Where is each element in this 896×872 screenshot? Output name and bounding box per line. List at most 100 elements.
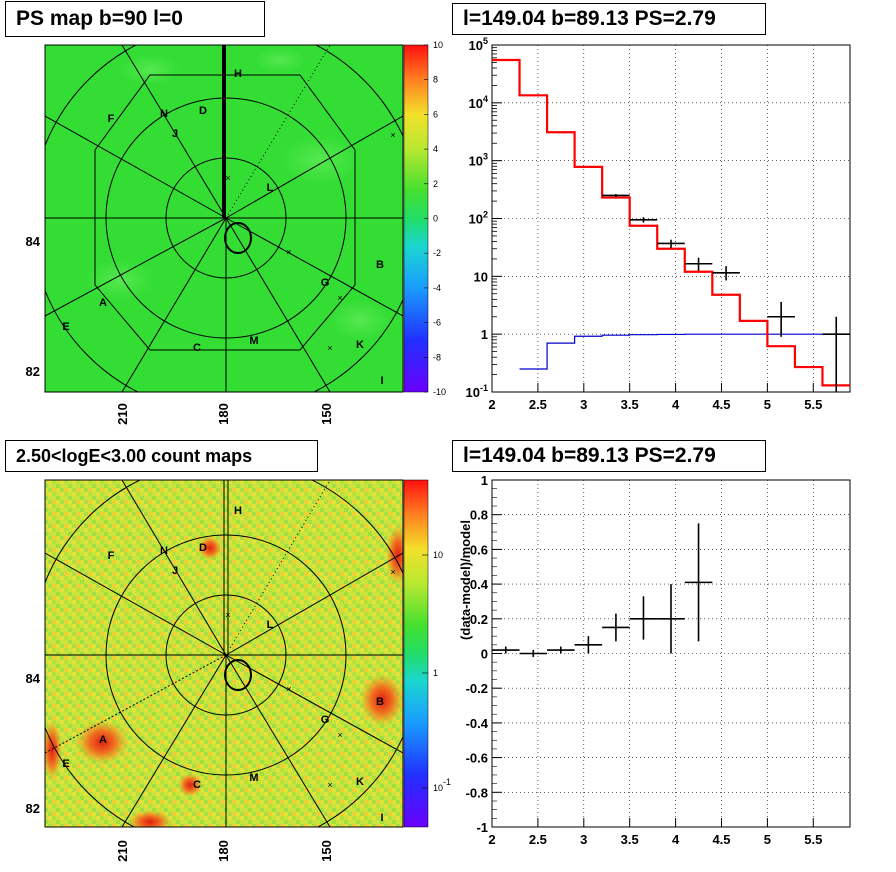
- source-label-c: C: [193, 342, 201, 354]
- source-label-j: J: [172, 128, 178, 140]
- y-tick-label: 84: [26, 234, 41, 249]
- data-point: [629, 217, 658, 223]
- y-tick-label: 103: [469, 152, 488, 169]
- count-map-texture: [45, 480, 403, 827]
- residuals-ticks: 2 2.5 3 3.5 4 4.5 5 5.5 1 0.8 0.6 0.4 0.2 0 -0.2 -0.4 -0…: [458, 473, 822, 847]
- x-tick-label: 5: [764, 832, 771, 847]
- y-tick-label: -0.6: [466, 751, 488, 766]
- colorbar-tick-label: 10-1: [433, 777, 451, 793]
- data-point: [767, 301, 795, 337]
- data-point: [684, 257, 713, 271]
- y-tick-label: 82: [26, 801, 40, 816]
- colorbar-tick-label: 2: [433, 179, 438, 189]
- source-label-i: I: [380, 812, 383, 824]
- x-tick-label: 150: [319, 840, 334, 862]
- x-tick-label: 2.5: [529, 832, 547, 847]
- residuals-series: [492, 523, 713, 657]
- y-tick-label: 84: [26, 671, 41, 686]
- x-tick-label: 4.5: [712, 397, 730, 412]
- x-tick-label: 210: [115, 840, 130, 862]
- source-label-m: M: [249, 335, 258, 347]
- colorbar-tick-label: 10: [433, 550, 443, 560]
- y-tick-label: 1: [481, 327, 488, 342]
- x-tick-label: 180: [216, 840, 231, 862]
- y-tick-label: -0.8: [466, 785, 488, 800]
- source-label-l: L: [267, 619, 274, 631]
- x-tick-label: 3.5: [621, 832, 639, 847]
- map-overlays: H F N D J L B G A E C M K I × × × × × 210 180 150 84 82 10 8 6 4 2 0 -…: [26, 40, 452, 862]
- x-tick-label: 4: [672, 397, 680, 412]
- x-tick-label: 2: [488, 397, 495, 412]
- y-axis-label: (data-model)/model: [458, 520, 473, 640]
- x-tick-label: 4.5: [712, 832, 730, 847]
- colorbar-tick-label: -4: [433, 283, 441, 293]
- spectrum-title: l=149.04 b=89.13 PS=2.79: [452, 3, 766, 35]
- source-label-d: D: [199, 105, 207, 117]
- source-label-h: H: [234, 505, 242, 517]
- source-label-m: M: [249, 772, 258, 784]
- data-point: [602, 194, 630, 198]
- y-tick-label: 82: [26, 364, 40, 379]
- colorbar-tick-label: 4: [433, 144, 438, 154]
- source-label-f: F: [108, 113, 115, 125]
- colorbar-tick-label: -2: [433, 248, 441, 258]
- residual-point: [574, 636, 603, 654]
- x-tick-label: 4: [672, 832, 680, 847]
- data-point: [822, 316, 850, 392]
- source-marker: ×: [390, 130, 395, 140]
- ps-map-texture: [45, 45, 403, 392]
- colorbar-tick-label: 1: [433, 668, 438, 678]
- source-label-a: A: [99, 734, 107, 746]
- y-tick-label: 0: [481, 647, 488, 662]
- y-tick-label: -0.2: [466, 681, 488, 696]
- residual-point: [547, 646, 575, 654]
- x-tick-label: 3: [580, 832, 587, 847]
- colorbar-tick-label: -10: [433, 387, 446, 397]
- residual-point: [519, 650, 548, 657]
- count-map: [44, 479, 429, 828]
- source-label-k: K: [356, 776, 364, 788]
- source-label-j: J: [172, 565, 178, 577]
- source-marker: ×: [225, 173, 230, 183]
- source-marker: ×: [286, 247, 291, 257]
- x-tick-label: 5.5: [804, 832, 822, 847]
- colorbar-tick-label: -8: [433, 352, 441, 362]
- x-tick-label: 3.5: [621, 397, 639, 412]
- source-label-e: E: [62, 321, 69, 333]
- source-label-l: L: [267, 182, 274, 194]
- y-tick-label: -1: [476, 820, 488, 835]
- source-marker: ×: [337, 293, 342, 303]
- colorbar-tick-label: 0: [433, 214, 438, 224]
- colorbar-tick-label: 8: [433, 75, 438, 85]
- source-label-n: N: [160, 545, 168, 557]
- source-marker: ×: [327, 343, 332, 353]
- x-tick-label: 150: [319, 403, 334, 425]
- source-label-f: F: [108, 550, 115, 562]
- colorbar-tick-label: -6: [433, 318, 441, 328]
- y-tick-label: 0.4: [470, 577, 489, 592]
- y-tick-label: 105: [469, 36, 488, 53]
- x-tick-label: 2: [488, 832, 495, 847]
- y-tick-label: 10: [474, 269, 488, 284]
- y-tick-label: 0.2: [470, 612, 488, 627]
- source-label-g: G: [321, 277, 330, 289]
- source-marker: ×: [286, 684, 291, 694]
- source-marker: ×: [327, 780, 332, 790]
- residual-point: [684, 523, 713, 642]
- data-point: [712, 266, 740, 281]
- y-tick-label: -0.4: [466, 716, 489, 731]
- x-tick-label: 210: [115, 403, 130, 425]
- residuals-plot: 2 2.5 3 3.5 4 4.5 5 5.5 1 0.8 0.6 0.4 0.2 0 -0.2 -0.4 -0…: [458, 473, 851, 847]
- source-marker: ×: [390, 567, 395, 577]
- source-label-k: K: [356, 339, 364, 351]
- data-point: [657, 239, 685, 248]
- residual-point: [602, 613, 630, 642]
- source-label-g: G: [321, 714, 330, 726]
- source-label-c: C: [193, 779, 201, 791]
- x-tick-label: 5: [764, 397, 771, 412]
- x-tick-label: 2.5: [529, 397, 547, 412]
- y-tick-label: 0.8: [470, 508, 488, 523]
